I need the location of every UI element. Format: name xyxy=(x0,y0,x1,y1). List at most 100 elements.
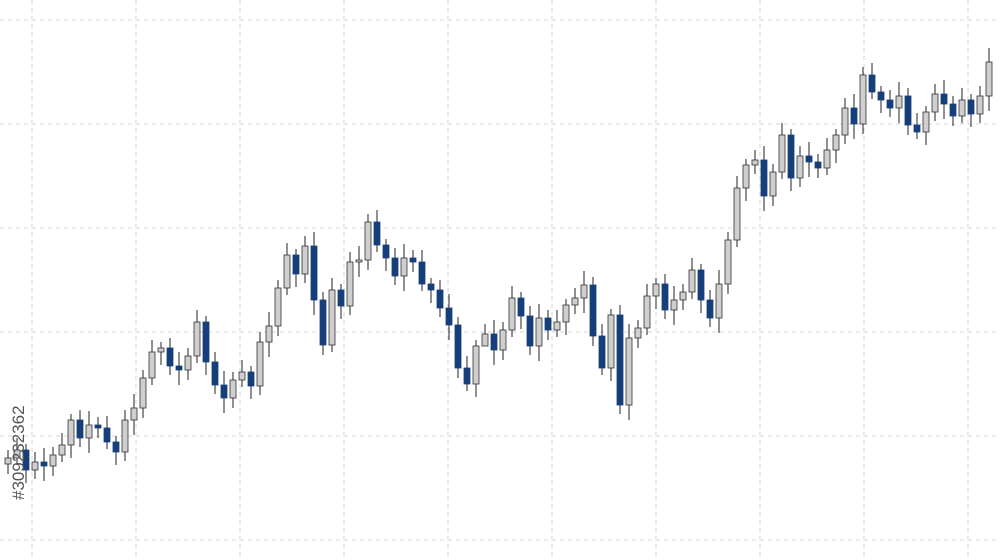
candle-body xyxy=(796,155,804,179)
candle-body xyxy=(445,307,453,326)
candle-body xyxy=(850,107,858,125)
candle-body xyxy=(976,95,984,115)
candle-body xyxy=(166,347,174,367)
candle-body xyxy=(193,321,201,357)
candle-body xyxy=(706,299,714,319)
candle-body xyxy=(274,287,282,327)
candle-body xyxy=(499,329,507,351)
candle-body xyxy=(535,317,543,347)
candle-body xyxy=(922,111,930,133)
candle-body xyxy=(247,371,255,387)
candle-body xyxy=(283,254,291,289)
candle-body xyxy=(13,449,21,459)
candle-body xyxy=(229,379,237,399)
candle-body xyxy=(301,245,309,275)
candle-body xyxy=(130,407,138,421)
candle-body xyxy=(454,324,462,369)
candle-body xyxy=(589,284,597,337)
candle-body xyxy=(67,419,75,446)
candle-body xyxy=(76,419,84,439)
candle-body xyxy=(607,314,615,369)
candle-body xyxy=(319,299,327,346)
candle-body xyxy=(490,333,498,351)
candle-body xyxy=(121,419,129,453)
candle-body xyxy=(22,449,30,471)
candle-body xyxy=(985,61,993,97)
candle-body xyxy=(598,335,606,369)
candle-body xyxy=(859,74,867,125)
candle-body xyxy=(634,327,642,339)
candle-body xyxy=(571,297,579,306)
candle-body xyxy=(877,91,885,101)
candle-body xyxy=(760,159,768,197)
candle-body xyxy=(553,321,561,331)
candle-body xyxy=(346,261,354,307)
candle-body xyxy=(697,269,705,301)
candle-body xyxy=(310,245,318,301)
candle-body xyxy=(364,221,372,261)
candle-body xyxy=(139,377,147,409)
candle-body xyxy=(382,244,390,259)
candle-body xyxy=(661,283,669,311)
candle-body xyxy=(913,124,921,133)
candle-body xyxy=(823,149,831,169)
candle-body xyxy=(40,461,48,467)
candle-body xyxy=(265,325,273,343)
candle-body xyxy=(949,103,957,117)
candle-body xyxy=(202,321,210,363)
candle-body xyxy=(832,134,840,151)
candle-body xyxy=(580,284,588,299)
candle-body xyxy=(688,269,696,293)
candle-body xyxy=(814,161,822,169)
candle-body xyxy=(904,95,912,126)
candle-body xyxy=(940,93,948,105)
candle-body xyxy=(175,365,183,371)
candle-body xyxy=(958,99,966,117)
candle-body xyxy=(400,257,408,277)
candle-body xyxy=(292,254,300,275)
candle-body xyxy=(895,95,903,109)
candle-body xyxy=(94,424,102,429)
candle-body xyxy=(562,304,570,323)
candle-body xyxy=(742,164,750,189)
candle-body xyxy=(643,295,651,329)
candle-body xyxy=(4,457,12,465)
candle-body xyxy=(787,134,795,179)
candle-body xyxy=(868,74,876,93)
candle-body xyxy=(472,345,480,385)
candle-body xyxy=(544,317,552,331)
candle-body xyxy=(886,99,894,109)
candle-body xyxy=(652,283,660,297)
candle-body xyxy=(724,239,732,285)
candle-body xyxy=(427,283,435,291)
candle-body xyxy=(391,257,399,277)
candle-body xyxy=(625,337,633,406)
watermark-id: #309232362 xyxy=(9,405,28,500)
candle-body xyxy=(436,289,444,309)
candle-body xyxy=(184,355,192,371)
candle-body xyxy=(670,299,678,311)
candle-body xyxy=(256,341,264,387)
candle-body xyxy=(337,289,345,307)
candle-body xyxy=(778,134,786,173)
candle-body xyxy=(157,347,165,353)
candle-body xyxy=(679,291,687,301)
candle-body xyxy=(517,297,525,317)
candle-body xyxy=(931,93,939,113)
candle-body xyxy=(409,257,417,263)
candle-body xyxy=(463,367,471,385)
candle-body xyxy=(328,289,336,346)
candle-body xyxy=(148,351,156,379)
candle-body xyxy=(715,283,723,319)
candle-body xyxy=(31,461,39,471)
candle-body xyxy=(526,315,534,347)
candles xyxy=(4,48,993,483)
candle-body xyxy=(220,384,228,399)
candle-body xyxy=(58,444,66,456)
candle-body xyxy=(805,155,813,163)
candle-body xyxy=(841,107,849,136)
candle-body xyxy=(112,441,120,453)
